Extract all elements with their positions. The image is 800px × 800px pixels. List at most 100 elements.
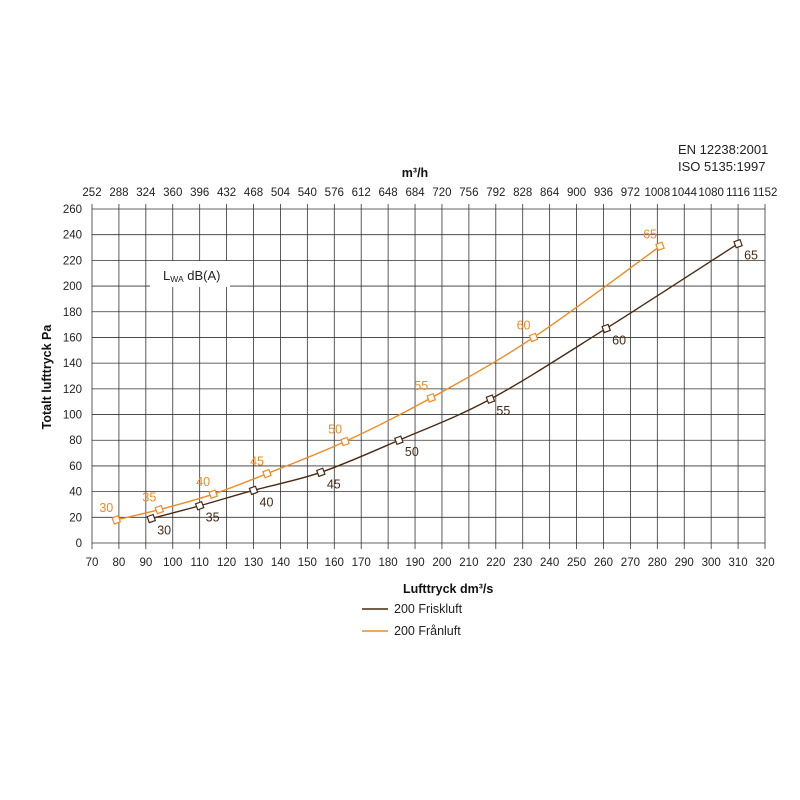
top-tick-label: 1116 — [726, 187, 750, 199]
top-tick-label: 756 — [459, 187, 478, 199]
x-tick-label: 240 — [540, 557, 559, 569]
y-tick-label: 220 — [63, 255, 82, 267]
x-tick-label: 310 — [728, 557, 747, 569]
top-tick-label: 612 — [352, 187, 371, 199]
y-tick-label: 0 — [76, 538, 82, 550]
x-tick-label: 260 — [594, 557, 613, 569]
data-label: 55 — [496, 404, 510, 418]
x-tick-label: 320 — [755, 557, 774, 569]
annotation-main: L — [163, 268, 170, 283]
data-label: 65 — [744, 249, 758, 263]
annotation-sub: WA — [170, 274, 184, 284]
data-label: 40 — [260, 495, 274, 509]
data-point — [601, 323, 612, 334]
data-label: 30 — [99, 501, 113, 515]
data-point — [485, 394, 496, 404]
top-tick-label: 900 — [567, 187, 586, 199]
x-tick-label: 210 — [459, 557, 478, 569]
data-point — [426, 392, 437, 403]
series-line-0 — [151, 243, 739, 520]
top-tick-label: 720 — [432, 187, 451, 199]
y-tick-label: 120 — [63, 384, 82, 396]
x-tick-label: 270 — [621, 557, 640, 569]
data-label: 35 — [142, 491, 156, 505]
y-tick-label: 260 — [63, 204, 82, 216]
data-point — [528, 332, 539, 343]
top-tick-label: 936 — [594, 187, 613, 199]
y-tick-label: 40 — [69, 487, 82, 499]
y-tick-label: 160 — [63, 332, 82, 344]
x-tick-label: 100 — [163, 557, 182, 569]
top-tick-label: 576 — [325, 187, 344, 199]
data-point — [194, 500, 205, 511]
x-tick-label: 300 — [702, 557, 721, 569]
x-tick-label: 290 — [675, 557, 694, 569]
y-tick-label: 60 — [69, 461, 82, 473]
x-tick-label: 230 — [513, 557, 532, 569]
x-tick-label: 200 — [432, 557, 451, 569]
top-tick-label: 288 — [109, 187, 128, 199]
x-tick-label: 90 — [139, 557, 152, 569]
legend: 200 Friskluft 200 Frånluft — [362, 602, 463, 638]
data-label: 55 — [414, 379, 428, 393]
data-point — [315, 467, 326, 478]
top-tick-label: 540 — [298, 187, 317, 199]
x-tick-label: 280 — [648, 557, 667, 569]
legend-label-franluft: 200 Frånluft — [394, 624, 461, 638]
top-tick-label: 1008 — [645, 187, 671, 199]
data-point — [340, 436, 350, 447]
data-point — [248, 485, 259, 496]
data-point — [154, 504, 165, 515]
standard-label-1: EN 12238:2001 — [678, 142, 768, 157]
x-tick-label: 180 — [379, 557, 398, 569]
data-point — [208, 489, 219, 500]
data-label: 60 — [612, 333, 626, 347]
top-tick-label: 972 — [621, 187, 640, 199]
series: 30 35 40 45 50 55 60 65 30 35 40 45 50 55 60 65 — [99, 227, 758, 537]
data-label: 45 — [327, 477, 341, 491]
svg-text:LWA dB(A): LWA dB(A) — [163, 268, 220, 284]
top-tick-label: 504 — [271, 187, 291, 199]
y-tick-label: 240 — [63, 230, 82, 242]
x-tick-label: 130 — [244, 557, 263, 569]
x-tick-label: 160 — [325, 557, 344, 569]
annotation-box: LWA dB(A) — [150, 261, 230, 287]
x-tick-label: 70 — [86, 557, 99, 569]
top-tick-label: 648 — [379, 187, 398, 199]
data-label: 60 — [517, 318, 531, 332]
top-tick-label: 828 — [513, 187, 532, 199]
data-point — [262, 468, 272, 479]
annotation-rest: dB(A) — [184, 268, 221, 283]
top-tick-label: 432 — [217, 187, 236, 199]
top-tick-label: 684 — [405, 187, 425, 199]
y-axis-ticks: 0 20 40 60 80 100 120 140 160 180 200 220 240 260 — [63, 204, 82, 550]
data-label: 50 — [405, 445, 419, 459]
top-tick-label: 252 — [82, 187, 101, 199]
top-tick-label: 396 — [190, 187, 209, 199]
y-tick-label: 80 — [69, 435, 82, 447]
x-tick-label: 250 — [567, 557, 586, 569]
legend-label-friskluft: 200 Friskluft — [394, 602, 463, 616]
x-tick-label: 150 — [298, 557, 317, 569]
top-tick-label: 1080 — [698, 187, 724, 199]
top-tick-label: 864 — [540, 187, 560, 199]
top-tick-label: 1152 — [753, 187, 778, 199]
y-tick-label: 100 — [63, 410, 82, 422]
y-tick-label: 20 — [69, 512, 82, 524]
data-point — [146, 513, 157, 524]
data-label: 65 — [643, 227, 657, 241]
data-point — [111, 515, 122, 525]
x-tick-label: 220 — [486, 557, 505, 569]
data-label: 45 — [250, 455, 264, 469]
x-tick-label: 190 — [405, 557, 424, 569]
x-axis-ticks: 70 80 90 100 110 120 130 140 150 160 170 180 190 200 2… — [86, 557, 775, 569]
x-tick-label: 120 — [217, 557, 236, 569]
x-tick-label: 140 — [271, 557, 290, 569]
top-tick-label: 468 — [244, 187, 263, 199]
data-label: 30 — [157, 524, 171, 538]
y-tick-label: 200 — [63, 281, 82, 293]
y-tick-label: 180 — [63, 307, 82, 319]
top-tick-label: 792 — [486, 187, 505, 199]
y-axis-title: Totalt lufttryck Pa — [40, 324, 54, 430]
